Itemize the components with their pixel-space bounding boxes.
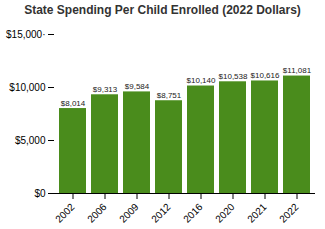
svg-text:2021: 2021 <box>245 201 269 225</box>
svg-text:$10,140: $10,140 <box>187 76 216 85</box>
html-text:State Spending Per Child Enrol: State Spending Per Child Enrolled (2022 … <box>24 3 301 17</box>
svg-text:$8,751: $8,751 <box>157 91 182 100</box>
svg-text:2022: 2022 <box>277 201 301 225</box>
svg-text:2020: 2020 <box>213 201 237 225</box>
svg-text:$9,313: $9,313 <box>93 85 118 94</box>
svg-text:$10,538: $10,538 <box>219 72 248 81</box>
svg-text:$5,000: $5,000 <box>15 135 46 146</box>
svg-text:$0: $0 <box>34 188 46 199</box>
svg-text:$11,081: $11,081 <box>283 66 312 75</box>
svg-text:$10,000: $10,000 <box>9 82 46 93</box>
svg-text:$10,616: $10,616 <box>251 71 280 80</box>
svg-text:2002: 2002 <box>53 201 77 225</box>
svg-text:$8,014: $8,014 <box>61 99 86 108</box>
svg-text:2009: 2009 <box>117 201 141 225</box>
svg-text:2006: 2006 <box>85 201 109 225</box>
svg-text:$15,000·: $15,000· <box>6 29 45 40</box>
svg-text:$9,584: $9,584 <box>125 82 150 91</box>
svg-text:2016: 2016 <box>181 201 205 225</box>
svg-text:2012: 2012 <box>149 201 173 225</box>
